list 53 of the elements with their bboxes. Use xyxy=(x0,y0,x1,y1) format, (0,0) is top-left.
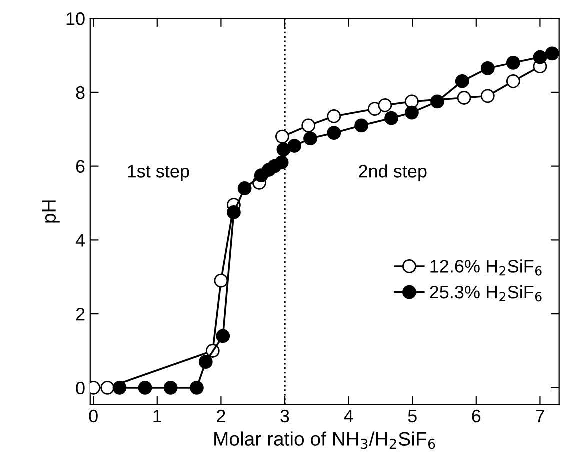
y-tick-label: 2 xyxy=(76,308,85,321)
x-tick-label: 2 xyxy=(217,410,226,422)
point xyxy=(304,132,318,146)
x-tick-label: 3 xyxy=(280,410,290,423)
point xyxy=(405,106,419,120)
x-tick-label: 0 xyxy=(89,410,98,423)
point xyxy=(100,380,115,395)
y-tick-label: 10 xyxy=(66,12,85,26)
x-tick-label: 1 xyxy=(154,410,162,422)
point xyxy=(276,142,291,157)
point xyxy=(214,274,228,288)
y-tick-label: 0 xyxy=(76,382,85,395)
y-tick-label: 6 xyxy=(76,160,85,174)
point xyxy=(216,329,230,344)
point xyxy=(533,50,548,64)
point xyxy=(455,74,470,88)
point xyxy=(302,118,316,133)
point xyxy=(198,355,213,370)
point xyxy=(378,98,392,112)
x-tick-label: 4 xyxy=(344,410,354,422)
x-tick-label: 6 xyxy=(472,410,481,423)
x-tick-label: 7 xyxy=(536,410,544,422)
point xyxy=(405,94,419,109)
x-tick-label: 5 xyxy=(408,410,417,423)
point xyxy=(238,182,252,196)
y-tick-label: 4 xyxy=(76,234,86,247)
point xyxy=(112,380,127,395)
legend-label: 25.3% H$_{2}$SiF$_{6}$ xyxy=(430,285,542,302)
point xyxy=(276,130,290,144)
y-tick-label: 8 xyxy=(76,86,85,100)
point xyxy=(274,156,289,170)
point xyxy=(480,89,495,104)
point xyxy=(354,118,369,133)
point xyxy=(327,126,342,140)
point xyxy=(227,206,241,220)
annotation: 1st step xyxy=(128,165,190,182)
point xyxy=(480,62,495,76)
point xyxy=(384,111,398,126)
point xyxy=(506,56,520,70)
annotation: 2nd step xyxy=(359,164,427,182)
y-axis-title: pH xyxy=(42,200,60,223)
point xyxy=(190,380,204,395)
point xyxy=(457,91,472,105)
point xyxy=(327,110,342,124)
point xyxy=(545,46,560,61)
point xyxy=(164,380,178,395)
legend-label: 12.6% H$_{2}$SiF$_{6}$ xyxy=(430,260,542,276)
point xyxy=(288,139,302,153)
x-axis-title: Molar ratio of NH$_{3}$/H$_{2}$SiF$_{6}$ xyxy=(214,432,436,450)
point xyxy=(138,380,152,395)
point xyxy=(430,94,444,109)
point xyxy=(368,102,382,116)
point xyxy=(506,74,520,88)
